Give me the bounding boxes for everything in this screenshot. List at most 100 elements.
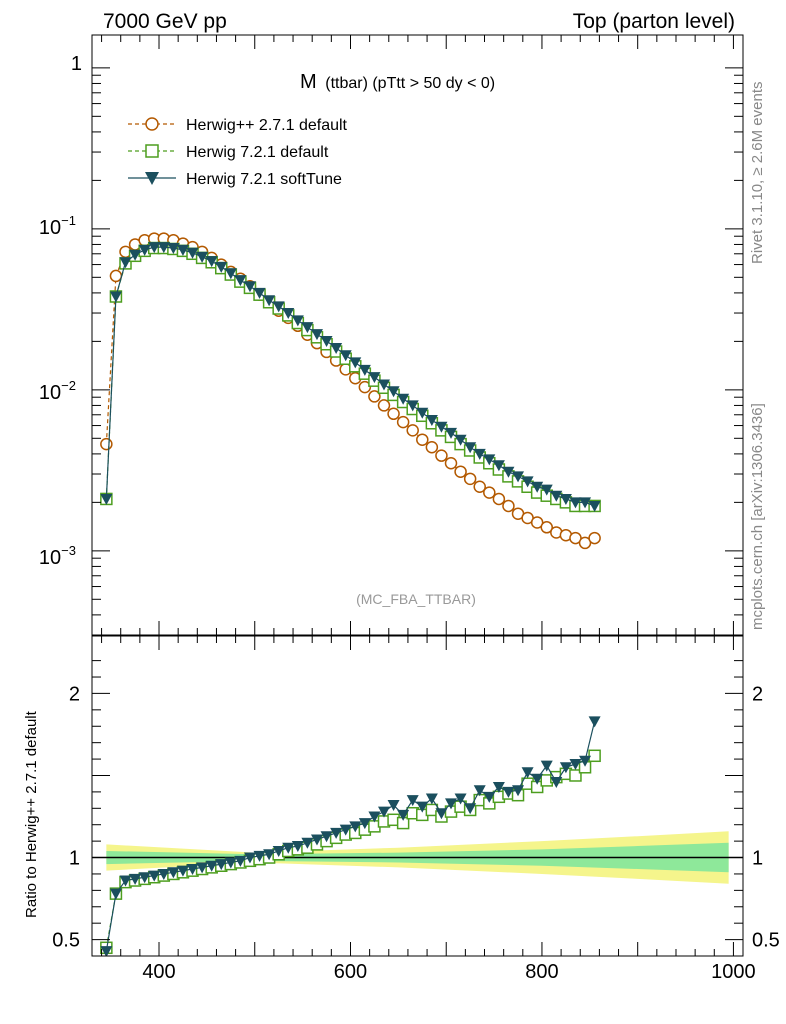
data-point-s2-14: [234, 275, 247, 287]
legend: Herwig++ 2.7.1 default Herwig 7.2.1 defa…: [128, 117, 348, 188]
legend-label-herwigpp: Herwig++ 2.7.1 default: [186, 117, 348, 134]
data-point-s0-1: [109, 269, 123, 283]
ratio-point-s1-16: [253, 850, 266, 862]
ratio-point-s1-15: [243, 852, 256, 864]
data-point-s2-2: [119, 257, 132, 269]
ratio-point-s1-31: [397, 809, 410, 821]
ratio-point-s1-39: [473, 785, 486, 797]
data-point-s2-33: [416, 407, 429, 419]
data-point-s2-28: [368, 372, 381, 384]
data-point-s2-25: [339, 350, 352, 362]
ratio-point-s1-46: [540, 760, 553, 772]
ratio-point-s1-41: [492, 781, 505, 793]
data-point-s2-29: [377, 379, 390, 391]
ratio-point-s1-8: [176, 865, 189, 877]
ratio-point-s1-33: [416, 801, 429, 813]
data-point-s2-35: [435, 421, 448, 433]
mcplots-label: mcplots.cern.ch [arXiv:1306.3436]: [749, 403, 766, 630]
main-ytick-label-3: 10−2: [39, 378, 76, 404]
ratio-point-s1-30: [387, 800, 400, 812]
ratio-point-s1-32: [406, 795, 419, 807]
data-point-s0-49: [569, 531, 582, 545]
data-point-s2-45: [531, 481, 544, 493]
data-point-s2-36: [445, 427, 458, 439]
data-point-s0-29: [377, 399, 391, 412]
xtick-label: 400: [142, 961, 175, 983]
legend-entry-herwig721: Herwig 7.2.1 default: [128, 144, 329, 161]
data-point-s2-18: [272, 301, 285, 313]
data-point-s2-31: [397, 393, 410, 405]
data-point-s2-3: [129, 249, 142, 261]
data-point-s2-17: [263, 295, 276, 307]
data-point-s2-46: [540, 484, 553, 496]
axis-ticks: [92, 35, 743, 956]
main-series-group: [100, 232, 601, 550]
ratio-point-s1-4: [138, 872, 151, 884]
main-ytick-label-2: 10−1: [39, 213, 76, 239]
data-point-s2-20: [291, 315, 304, 327]
ratio-point-s1-25: [339, 824, 352, 836]
xtick-label: 1000: [711, 961, 756, 983]
rivet-label: Rivet 3.1.10, ≥ 2.6M events: [749, 82, 766, 265]
data-point-s2-47: [550, 490, 563, 502]
ratio-point-s1-9: [186, 864, 199, 876]
ratio-point-s1-27: [358, 818, 371, 830]
ratio-point-s1-17: [263, 849, 276, 861]
legend-label-herwig721: Herwig 7.2.1 default: [186, 144, 329, 161]
ratio-point-s1-18: [272, 845, 285, 857]
plot-title-main: M: [300, 71, 317, 93]
data-point-s0-27: [358, 380, 372, 394]
ratio-line-1: [105, 721, 596, 952]
ratio-ytick-label-left: 0.5: [52, 930, 80, 952]
data-point-s2-48: [559, 493, 572, 505]
ratio-point-s1-42: [502, 786, 515, 798]
ratio-point-s1-38: [464, 803, 477, 815]
data-point-s2-11: [205, 256, 218, 268]
ratio-point-s1-45: [531, 773, 544, 785]
data-point-s0-40: [483, 486, 496, 499]
data-point-s2-19: [282, 308, 295, 320]
ratio-point-s1-48: [559, 762, 572, 774]
data-point-s2-13: [224, 268, 237, 280]
data-point-s2-8: [176, 244, 189, 256]
data-point-s2-38: [464, 442, 477, 454]
data-point-s0-42: [502, 499, 515, 513]
ratio-point-s1-13: [224, 857, 237, 869]
xtick-label: 800: [525, 961, 558, 983]
watermark: (MC_FBA_TTBAR): [356, 591, 476, 607]
data-point-s2-6: [157, 242, 170, 254]
data-point-s0-28: [368, 390, 381, 403]
ratio-y-label: Ratio to Herwig++ 2.7.1 default: [23, 710, 40, 918]
ratio-point-s1-0: [100, 946, 113, 956]
data-point-s0-39: [473, 480, 486, 494]
ratio-point-s1-21: [301, 837, 314, 849]
ratio-point-s1-23: [320, 831, 333, 843]
data-point-s0-37: [454, 465, 467, 478]
data-point-s0-36: [444, 456, 458, 470]
ratio-point-s1-28: [368, 811, 381, 823]
data-point-s2-16: [253, 287, 266, 299]
data-point-s2-39: [473, 448, 486, 460]
ratio-series-group: [100, 716, 601, 956]
ratio-point-s1-14: [234, 855, 247, 867]
data-point-s2-15: [243, 281, 256, 293]
data-point-s2-5: [148, 242, 161, 254]
ratio-point-s1-24: [330, 827, 343, 839]
data-point-s0-50: [578, 536, 592, 550]
data-point-s2-50: [579, 497, 592, 509]
ratio-point-s1-36: [445, 798, 458, 810]
data-point-s0-41: [492, 492, 506, 506]
ratio-ytick-label-right: 1: [752, 848, 763, 870]
data-point-s2-4: [138, 244, 151, 256]
data-point-s0-35: [435, 449, 448, 462]
header-right: Top (parton level): [573, 10, 735, 33]
ratio-point-s1-35: [435, 808, 448, 820]
data-point-s0-46: [540, 521, 553, 534]
data-point-s0-38: [463, 472, 477, 486]
data-point-s2-22: [310, 329, 323, 341]
data-point-s2-32: [406, 400, 419, 412]
data-point-s2-0: [100, 493, 113, 505]
ratio-point-s1-47: [550, 777, 563, 789]
ratio-ytick-label-right: 2: [752, 683, 763, 705]
x-tick-labels: 400 600 800 1000: [142, 961, 755, 983]
